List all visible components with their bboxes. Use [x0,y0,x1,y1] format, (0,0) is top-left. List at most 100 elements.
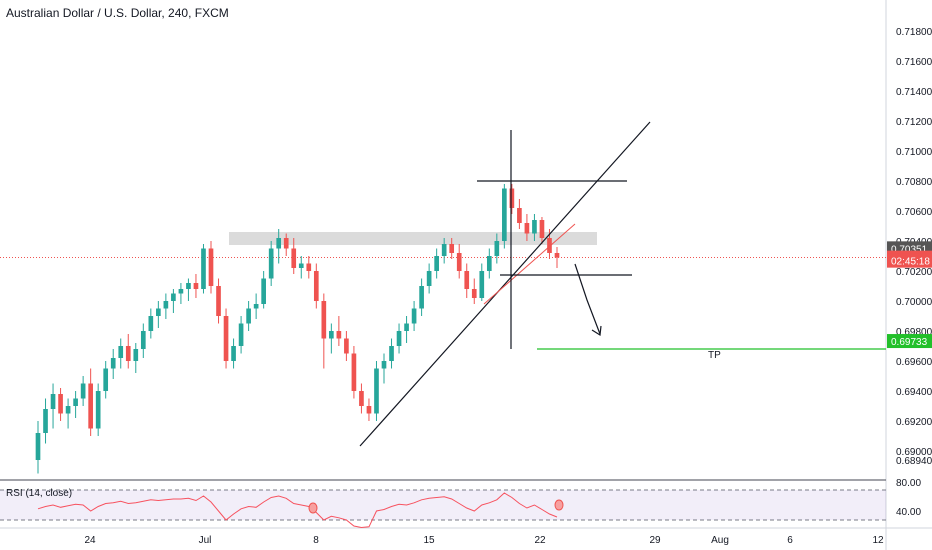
inner-trend-line[interactable] [483,223,576,305]
rsi-upper-label: 80.00 [896,478,921,489]
y-tick-label: 0.69400 [896,387,932,398]
x-axis-ticks: 24 Jul 8 15 22 29 Aug 6 12 [84,535,884,546]
x-tick-label: 22 [534,535,546,546]
candle-body [223,316,229,361]
candle-body [396,331,402,346]
candle-body [532,220,537,234]
candle-body [479,271,485,298]
candle-body [464,271,470,289]
candle-body [298,263,304,268]
uptrend-line[interactable] [359,121,651,447]
y-tick-label: 0.70600 [896,207,932,218]
candle-body [344,338,349,354]
candle-body [306,263,312,271]
candle-body [268,248,274,279]
candle-body [434,256,439,271]
candle-body [517,208,522,223]
candle-body [35,433,41,460]
candlestick-series [35,184,560,474]
rsi-line [37,492,558,529]
candle-body [171,293,176,301]
candle-body [50,394,56,409]
chart-title: Australian Dollar / U.S. Dollar, 240, FX… [6,6,229,20]
y-tick-label: 0.69000 [896,447,932,458]
rsi-band [0,490,886,520]
y-tick-label: 0.70200 [896,267,932,278]
candle-body [449,244,455,253]
y-tick-label: 0.70000 [896,297,932,308]
candle-body [43,409,48,433]
candle-body [486,256,492,271]
candle-body [110,358,116,369]
candle-body [118,346,124,358]
candle-body [246,308,251,324]
take-profit-label: TP [708,350,721,361]
candle-body [291,248,297,268]
candle-body [125,346,131,361]
candle-body [95,391,101,429]
candle-body [502,188,507,241]
price-tag-label: 0.69733 [891,337,928,348]
candle-body [65,406,71,414]
candle-body [231,346,236,361]
candle-body [366,406,372,414]
candle-body [426,271,432,286]
x-tick-label: 8 [313,535,319,546]
candle-body [374,368,379,414]
y-tick-label: 0.68940 [896,456,932,467]
x-tick-label: 24 [84,535,96,546]
price-tag-bg [887,334,932,349]
candle-body [351,353,357,391]
candle-body [381,361,387,369]
x-tick-label: 29 [649,535,661,546]
price-tag-bg [887,253,932,268]
candle-body [216,286,221,316]
candle-body [238,323,244,346]
candle-body [389,346,394,361]
down-arrow-path[interactable] [574,263,601,335]
x-tick-label: Aug [711,535,729,546]
candle-body [539,220,545,238]
price-tag-label: 02:45:18 [891,257,930,268]
rsi-lower-label: 40.00 [896,507,921,518]
candle-body [554,253,560,258]
candle-body [163,301,169,309]
candle-body [103,368,109,391]
candle-body [73,398,78,406]
candle-body [336,331,342,339]
y-tick-label: 0.71800 [896,27,932,38]
candle-body [156,308,161,316]
y-tick-label: 0.70800 [896,177,932,188]
candle-body [80,383,86,399]
candle-body [419,286,424,309]
candle-body [411,308,417,324]
candle-body [140,331,146,349]
y-tick-label: 0.71000 [896,147,932,158]
arrow-head-icon [591,325,602,337]
candle-body [276,238,282,249]
candle-body [133,349,139,361]
candle-body [404,323,409,331]
candle-body [148,316,154,331]
x-tick-label: 15 [423,535,435,546]
y-tick-label: 0.71600 [896,57,932,68]
candle-body [186,283,191,289]
x-tick-label: Jul [199,535,212,546]
rsi-marker-1[interactable] [308,502,318,514]
candle-body [509,188,515,208]
candle-body [208,248,214,286]
rsi-marker-2[interactable] [554,499,564,511]
candle-body [283,238,289,249]
y-tick-label: 0.69600 [896,357,932,368]
candle-body [441,244,447,256]
y-tick-label: 0.71400 [896,87,932,98]
x-tick-label: 6 [787,535,793,546]
candle-body [359,391,364,406]
candle-body [201,248,206,289]
candle-body [253,304,259,309]
candle-body [58,394,63,414]
candle-body [547,238,552,253]
candle-body [321,301,327,339]
candle-body [313,271,319,301]
